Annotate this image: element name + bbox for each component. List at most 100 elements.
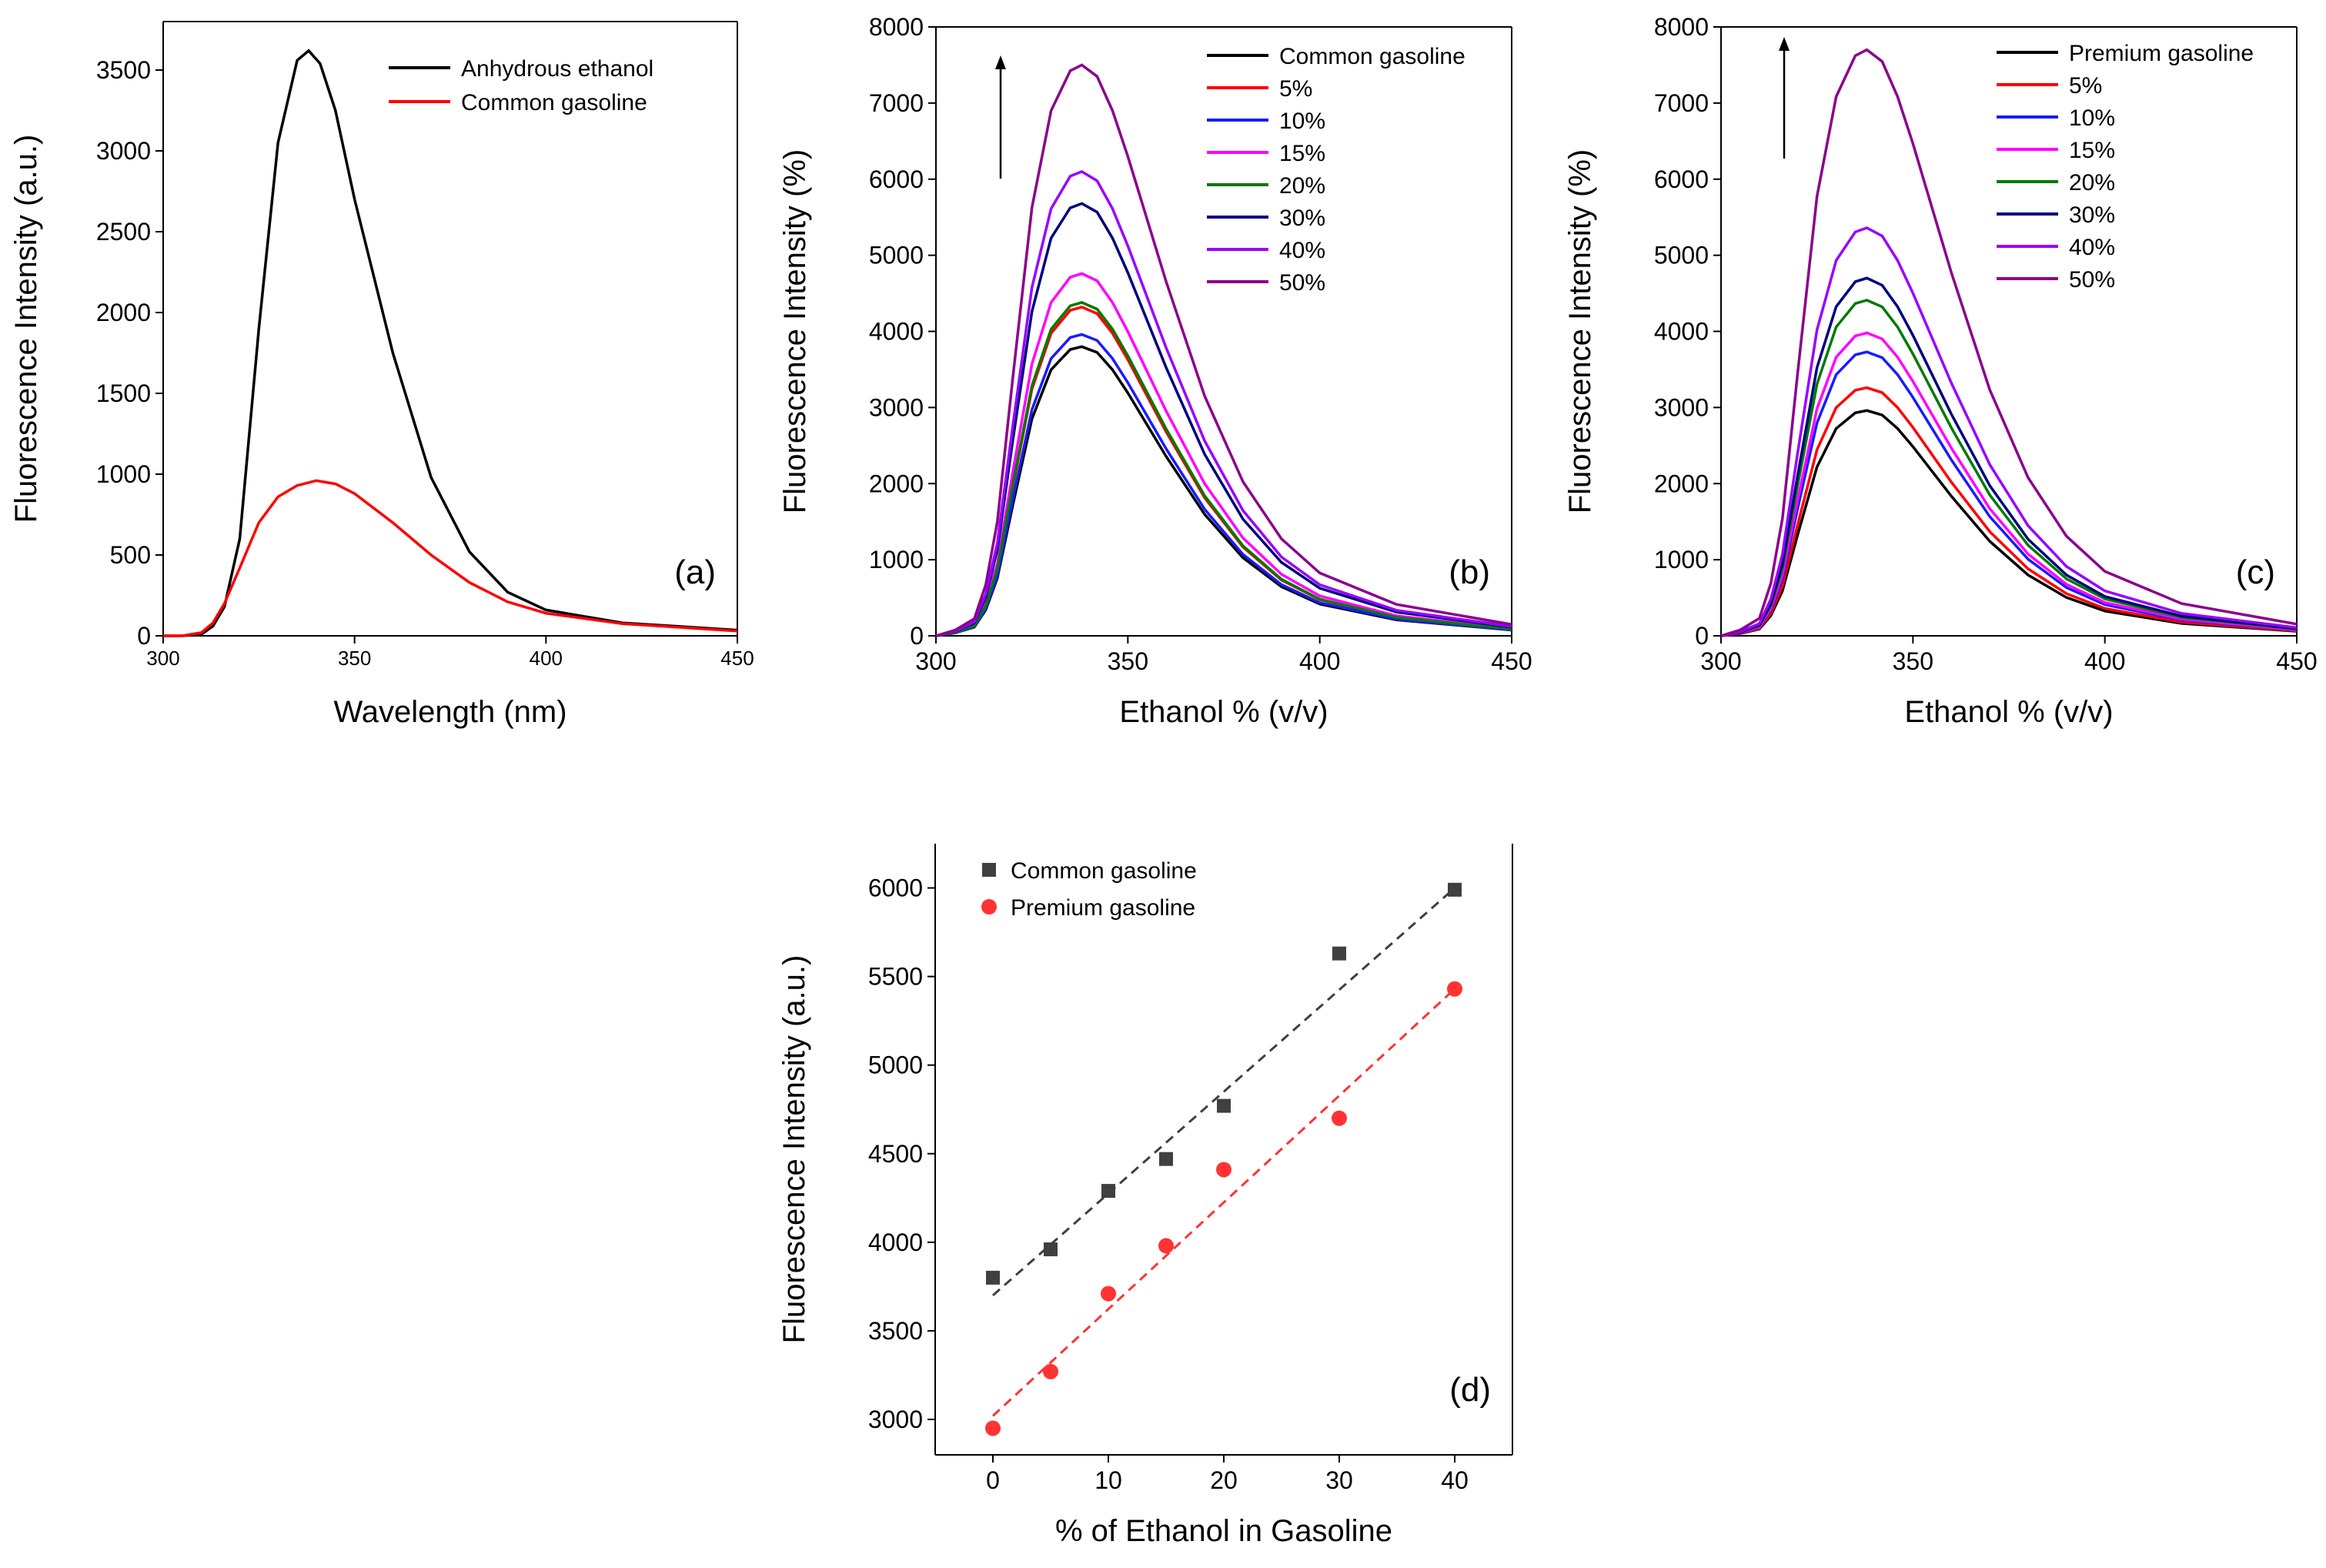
x-tick-label: 40 <box>1441 1466 1469 1494</box>
x-tick-label: 400 <box>530 647 563 670</box>
legend-label: 20% <box>1279 173 1325 199</box>
y-tick-label: 6000 <box>869 165 924 193</box>
legend-label: 10% <box>2069 105 2115 131</box>
series-line-1 <box>163 479 738 637</box>
y-tick-label: 3500 <box>96 56 151 84</box>
legend-marker <box>981 899 997 914</box>
trend-arrow-head <box>995 55 1006 69</box>
legend-marker <box>982 863 996 877</box>
x-tick-label: 400 <box>1299 647 1340 675</box>
series-line-5 <box>1720 276 2298 637</box>
series-line-1 <box>1720 386 2298 637</box>
legend-label: 10% <box>1279 109 1325 134</box>
y-tick-label: 4500 <box>868 1140 923 1168</box>
y-tick-label: 5500 <box>868 963 923 991</box>
series-line-6 <box>1720 226 2298 637</box>
y-tick-label: 5000 <box>868 1051 923 1079</box>
panel-label: (a) <box>674 553 716 591</box>
x-axis-label: Ethanol % (v/v) <box>1119 695 1328 729</box>
x-tick-label: 300 <box>915 647 956 675</box>
x-tick-label: 0 <box>986 1466 1000 1494</box>
scatter-point-common <box>1332 946 1346 961</box>
series-line-7 <box>935 63 1512 637</box>
y-tick-label: 2000 <box>1654 470 1709 497</box>
panel-0: 300 350 400 450 0 500 1000 1500 2000 2500 3000 3500… <box>9 21 754 729</box>
scatter-point-premium <box>1043 1363 1058 1379</box>
panel-label: (c) <box>2236 553 2275 591</box>
series-line-0 <box>163 48 738 637</box>
scatter-point-premium <box>1447 981 1462 997</box>
x-tick-label: 350 <box>1893 647 1933 675</box>
y-tick-label: 0 <box>1695 622 1709 650</box>
legend-label: 30% <box>1279 206 1325 231</box>
x-tick-label: 300 <box>1700 647 1741 675</box>
legend-label: Anhydrous ethanol <box>461 56 653 82</box>
fit-line-0 <box>992 887 1455 1296</box>
x-axis-label: % of Ethanol in Gasoline <box>1055 1514 1392 1548</box>
y-tick-label: 0 <box>137 622 151 650</box>
legend-label: 40% <box>2069 235 2115 260</box>
x-tick-label: 450 <box>2276 647 2317 675</box>
series-line-0 <box>935 345 1512 637</box>
x-tick-label: 400 <box>2084 647 2125 675</box>
y-tick-label: 0 <box>910 622 924 650</box>
scatter-point-common <box>1044 1242 1058 1257</box>
y-tick-label: 1500 <box>96 379 151 407</box>
legend-label: 5% <box>2069 73 2102 99</box>
legend-label: Common gasoline <box>1279 44 1465 69</box>
legend-label: 15% <box>1279 141 1325 166</box>
panel-label: (b) <box>1449 553 1490 591</box>
legend-label: Common gasoline <box>461 90 647 115</box>
series-line-7 <box>1720 48 2298 637</box>
y-tick-label: 8000 <box>869 13 924 41</box>
scatter-point-premium <box>1101 1285 1116 1302</box>
x-tick-label: 300 <box>146 647 179 670</box>
scatter-point-common <box>1217 1098 1231 1113</box>
y-tick-label: 4000 <box>869 318 924 346</box>
y-tick-label: 1000 <box>1654 546 1709 573</box>
x-tick-label: 450 <box>720 647 754 670</box>
scatter-point-common <box>1448 882 1462 897</box>
legend-label: Premium gasoline <box>2069 41 2254 66</box>
trend-arrow-head <box>1779 37 1790 51</box>
legend-label: Premium gasoline <box>1011 895 1195 921</box>
y-tick-label: 3000 <box>1654 393 1709 421</box>
y-tick-label: 4000 <box>1654 318 1709 346</box>
y-axis-label: Fluorescence Intensity (%) <box>778 149 812 514</box>
y-tick-label: 8000 <box>1654 13 1709 41</box>
legend-label: 30% <box>2069 202 2115 228</box>
y-tick-label: 500 <box>110 541 151 569</box>
series-line-0 <box>1720 409 2298 637</box>
y-tick-label: 2500 <box>96 218 151 246</box>
y-axis-label: Fluorescence Intensity (%) <box>1563 149 1597 514</box>
y-tick-label: 7000 <box>869 89 924 117</box>
scatter-point-premium <box>1158 1238 1174 1254</box>
y-tick-label: 3000 <box>869 393 924 421</box>
panel-1: 300 350 400 450 0 1000 2000 3000 4000 5000 6000 700… <box>778 13 1532 729</box>
legend-label: 5% <box>1279 76 1312 102</box>
scatter-point-common <box>986 1270 1000 1285</box>
y-tick-label: 3500 <box>868 1317 923 1345</box>
x-tick-label: 20 <box>1210 1466 1238 1494</box>
x-tick-label: 350 <box>1108 647 1148 675</box>
x-axis-label: Wavelength (nm) <box>333 695 566 729</box>
scatter-point-premium <box>985 1420 1001 1436</box>
y-axis-label: Fluorescence Intensity (a.u.) <box>9 135 43 523</box>
x-axis-label: Ethanol % (v/v) <box>1904 695 2113 729</box>
x-tick-label: 450 <box>1491 647 1532 675</box>
y-tick-label: 6000 <box>868 874 923 902</box>
x-tick-label: 10 <box>1094 1466 1122 1494</box>
scatter-point-premium <box>1332 1110 1347 1126</box>
y-tick-label: 6000 <box>1654 165 1709 193</box>
scatter-point-premium <box>1216 1162 1232 1178</box>
scatter-point-common <box>1159 1152 1173 1166</box>
y-tick-label: 1000 <box>869 546 924 573</box>
series-line-6 <box>935 169 1512 637</box>
legend-label: 20% <box>2069 170 2115 196</box>
y-tick-label: 1000 <box>96 460 151 488</box>
y-tick-label: 2000 <box>869 470 924 497</box>
y-tick-label: 4000 <box>868 1229 923 1256</box>
legend-label: 40% <box>1279 238 1325 263</box>
y-tick-label: 2000 <box>96 299 151 326</box>
